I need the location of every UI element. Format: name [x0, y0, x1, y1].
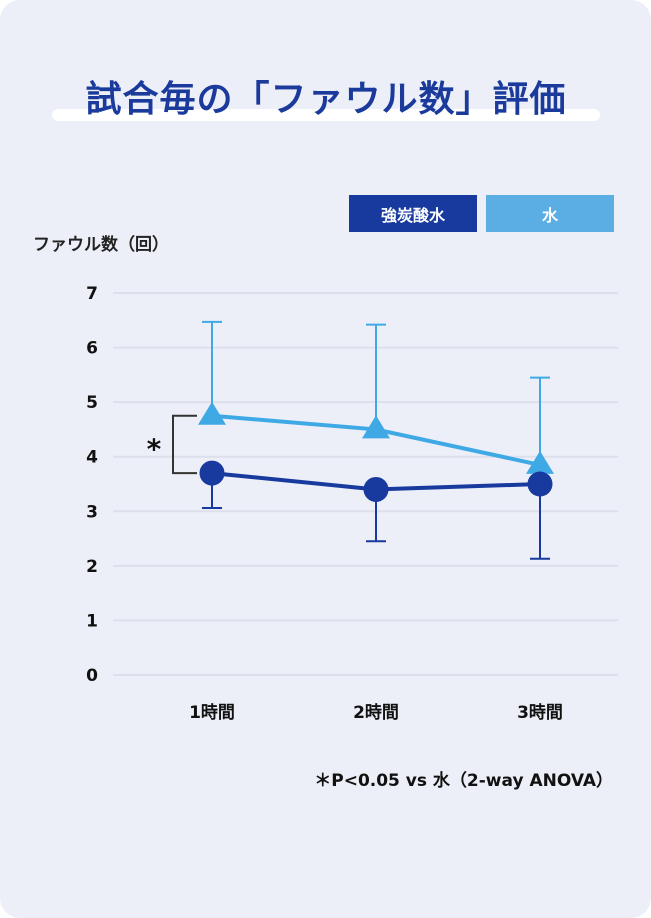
- footnote: ＊P<0.05 vs 水（2-way ANOVA）: [314, 771, 613, 791]
- triangle-marker-icon: [198, 401, 226, 425]
- x-tick-label: 1時間: [189, 702, 235, 723]
- y-tick-label: 3: [86, 502, 98, 522]
- x-tick-label: 3時間: [517, 702, 563, 723]
- title-highlight: [52, 109, 600, 121]
- chart-title: 試合毎の「ファウル数」評価: [85, 79, 567, 120]
- y-tick-label: 4: [86, 448, 98, 468]
- y-tick-label: 1: [86, 611, 98, 631]
- legend-item-water: 水: [486, 195, 614, 232]
- legend: 強炭酸水 水: [349, 195, 614, 232]
- triangle-marker-icon: [362, 415, 390, 439]
- y-tick-label: 7: [86, 284, 98, 304]
- y-tick-label: 2: [86, 557, 98, 577]
- circle-marker-icon: [199, 460, 225, 486]
- significance-bracket: [172, 414, 197, 475]
- circle-marker-icon: [527, 471, 553, 497]
- triangle-marker-icon: [526, 450, 554, 474]
- y-axis-label: ファウル数（回）: [33, 235, 169, 255]
- title-block: 試合毎の「ファウル数」評価: [52, 76, 600, 124]
- legend-item-carbonated-water: 強炭酸水: [349, 195, 477, 232]
- y-tick-label: 6: [86, 339, 98, 359]
- significance-asterisk: *: [147, 433, 162, 466]
- circle-marker-icon: [363, 476, 389, 502]
- y-tick-label: 0: [86, 666, 98, 686]
- x-tick-label: 2時間: [353, 702, 399, 723]
- y-tick-label: 5: [86, 393, 98, 413]
